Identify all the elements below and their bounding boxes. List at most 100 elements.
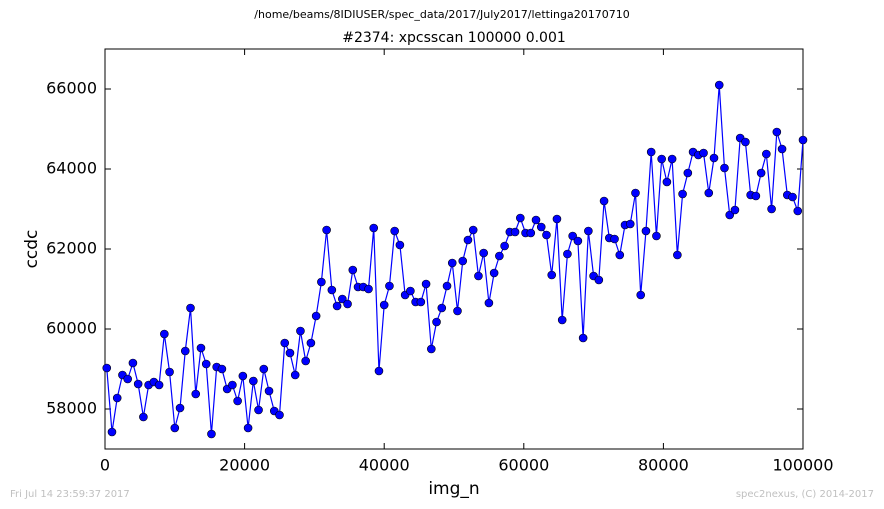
data-point: [714, 80, 724, 90]
data-point: [180, 346, 190, 356]
data-point: [311, 311, 321, 321]
y-tick-label: 60000: [46, 319, 97, 338]
data-point: [474, 271, 483, 281]
data-point: [228, 380, 237, 390]
data-point: [395, 240, 405, 250]
data-point: [615, 250, 625, 260]
data-point: [338, 294, 347, 304]
data-point: [175, 403, 185, 413]
data-point: [683, 168, 693, 178]
data-point: [793, 206, 803, 216]
data-point: [573, 236, 583, 246]
data-point: [673, 250, 682, 260]
chart-title: #2374: xpcsscan 100000 0.001: [342, 30, 566, 46]
data-point: [170, 423, 180, 433]
y-tick-label: 58000: [46, 399, 97, 418]
data-point: [646, 147, 656, 157]
data-point: [741, 137, 750, 147]
data-point: [547, 270, 557, 280]
data-point: [756, 168, 766, 178]
data-point: [427, 344, 436, 354]
data-point: [416, 297, 426, 307]
data-point: [217, 364, 227, 374]
data-point: [641, 226, 651, 236]
footer-right: spec2nexus, (C) 2014-2017: [736, 489, 874, 500]
y-tick-label: 62000: [46, 239, 97, 258]
data-point: [594, 275, 604, 285]
data-point: [531, 215, 541, 225]
data-point: [285, 348, 295, 358]
data-point: [631, 188, 640, 198]
data-point: [196, 343, 206, 353]
data-point: [610, 234, 619, 244]
data-point: [280, 338, 290, 348]
data-point: [207, 429, 216, 439]
data-point: [123, 374, 132, 384]
data-point: [536, 222, 546, 232]
data-point: [542, 230, 551, 240]
data-point: [317, 277, 326, 287]
data-point: [699, 148, 708, 158]
data-point: [463, 235, 473, 245]
data-point: [516, 213, 525, 223]
x-tick-label: 40000: [359, 456, 410, 475]
y-axis-label: ccdc: [22, 230, 42, 269]
data-point: [777, 144, 787, 154]
data-point: [379, 300, 389, 310]
x-tick-label: 100000: [772, 456, 833, 475]
data-point: [290, 370, 300, 380]
data-point: [720, 163, 729, 173]
data-point: [243, 423, 253, 433]
data-point: [709, 153, 719, 163]
data-point: [102, 363, 112, 373]
data-point: [296, 326, 305, 336]
data-point: [364, 284, 373, 294]
data-point: [437, 303, 447, 313]
data-point: [275, 410, 284, 420]
data-point: [442, 281, 452, 291]
data-point: [421, 279, 431, 289]
data-point: [762, 149, 771, 159]
data-point: [552, 214, 562, 224]
x-tick-label: 80000: [638, 456, 689, 475]
data-point: [186, 303, 195, 313]
data-point: [249, 376, 258, 386]
data-point: [343, 299, 352, 309]
data-point: [767, 204, 776, 214]
y-tick-label: 66000: [46, 79, 97, 98]
data-point: [730, 205, 740, 215]
data-point: [788, 192, 797, 202]
data-point: [578, 333, 588, 343]
data-point: [107, 427, 117, 437]
data-point: [432, 317, 441, 327]
data-point: [500, 241, 509, 251]
data-point: [154, 380, 164, 390]
data-point: [453, 306, 462, 316]
data-point: [510, 227, 520, 237]
x-axis-label: img_n: [428, 479, 479, 499]
data-point: [495, 251, 504, 261]
data-point: [662, 177, 672, 187]
x-tick-label: 20000: [219, 456, 270, 475]
data-point: [489, 268, 499, 278]
data-point: [625, 219, 635, 229]
data-point: [254, 405, 263, 415]
data-point: [233, 396, 242, 406]
data-point: [191, 389, 201, 399]
data-point: [238, 371, 248, 381]
data-point: [306, 338, 316, 348]
data-point: [652, 231, 661, 241]
data-point: [526, 228, 536, 238]
data-point: [636, 290, 646, 300]
data-point: [348, 265, 358, 275]
data-point: [128, 358, 138, 368]
data-point: [568, 231, 577, 241]
data-point: [678, 189, 687, 199]
data-point: [563, 249, 572, 259]
x-tick-label: 60000: [498, 456, 549, 475]
data-point: [458, 256, 468, 266]
data-point: [264, 386, 274, 396]
data-point: [374, 366, 384, 376]
footer-left: Fri Jul 14 23:59:37 2017: [10, 489, 130, 500]
data-point: [657, 154, 666, 164]
